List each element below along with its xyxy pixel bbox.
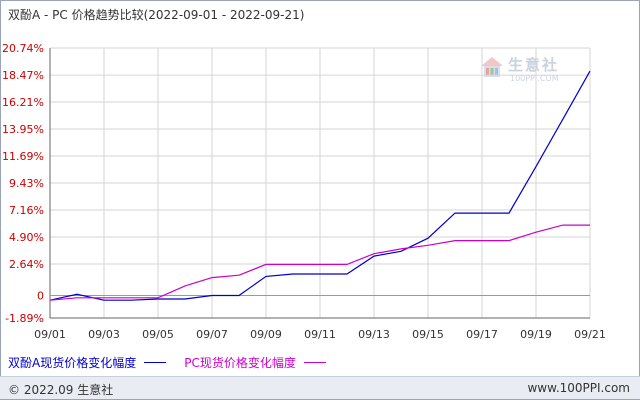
watermark-name: 生意社 [508, 56, 560, 74]
x-tick-label: 09/13 [358, 328, 390, 341]
y-tick-label: 7.16% [9, 204, 44, 217]
watermark-url: 100PPI.COM [510, 74, 559, 83]
house-icon [481, 57, 503, 77]
x-tick-label: 09/17 [466, 328, 498, 341]
chart-title: 双酚A - PC 价格趋势比较(2022-09-01 - 2022-09-21) [8, 8, 305, 22]
x-tick-label: 09/07 [196, 328, 228, 341]
y-tick-label: 18.47% [2, 69, 44, 82]
x-tick-label: 09/01 [34, 328, 66, 341]
x-axis-tick-labels: 09/01 09/03 09/05 09/07 09/09 09/11 09/13 09/15… [34, 328, 606, 341]
y-tick-label: 11.69% [2, 150, 44, 163]
x-tick-label: 09/11 [304, 328, 336, 341]
grid-lines [49, 47, 591, 319]
legend-swatch-series2 [303, 361, 326, 363]
x-tick-label: 09/05 [142, 328, 174, 341]
x-tick-label: 09/15 [412, 328, 444, 341]
footer-copyright: © 2022.09 生意社 [8, 383, 114, 397]
footer-bar: © 2022.09 生意社 www.100PPI.com [0, 376, 640, 399]
y-axis-tick-labels: -1.89% 0 2.64% 4.90% 7.16% 9.43% 11.69% 13.95% 1… [2, 42, 44, 325]
y-tick-label: -1.89% [5, 312, 44, 325]
axes [49, 48, 590, 319]
x-tick-label: 09/21 [574, 328, 606, 341]
watermark-logo: 生意社 100PPI.COM [480, 52, 580, 92]
series-lines [49, 70, 591, 301]
y-tick-label: 13.95% [2, 123, 44, 136]
x-tick-label: 09/19 [520, 328, 552, 341]
x-tick-label: 09/03 [88, 328, 120, 341]
y-tick-label: 9.43% [9, 177, 44, 190]
footer-site-link[interactable]: www.100PPI.com [527, 381, 630, 395]
legend-label-series1: 双酚A现货价格变化幅度 [8, 355, 137, 370]
series-line-2 [49, 224, 590, 301]
y-tick-label: 20.74% [2, 42, 44, 55]
y-tick-label: 4.90% [9, 231, 44, 244]
legend-swatch-series1 [144, 361, 167, 363]
y-tick-label: 16.21% [2, 96, 44, 109]
legend-label-series2: PC现货价格变化幅度 [184, 355, 296, 370]
y-tick-label: 0 [37, 289, 44, 302]
legend: 双酚A现货价格变化幅度 PC现货价格变化幅度 [8, 354, 326, 370]
series-line-1 [49, 70, 591, 301]
y-tick-label: 2.64% [9, 258, 44, 271]
x-tick-label: 09/09 [250, 328, 282, 341]
